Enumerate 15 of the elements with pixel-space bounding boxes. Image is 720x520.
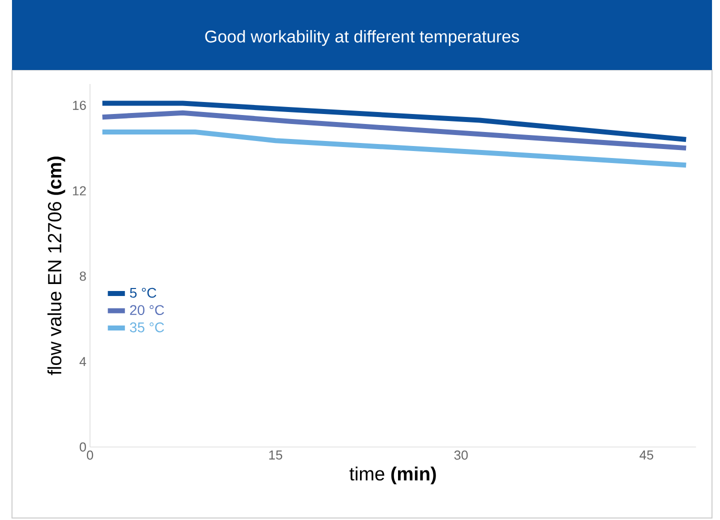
y-tick-label: 0 [80,442,86,452]
x-tick-label: 0 [86,450,94,460]
x-tick-label: 45 [640,450,654,460]
x-axis-title: time (min) [349,466,436,484]
y-tick-label: 4 [80,357,86,366]
y-tick-label: 8 [80,272,86,281]
x-tick-label: 15 [269,450,282,460]
legend-label: 20 °C [130,305,164,316]
y-tick-label: 16 [73,100,86,110]
y-axis-title: flow value EN 12706 (cm) [47,156,66,376]
x-tick-label: 30 [454,450,468,460]
y-tick-label: 12 [73,186,86,196]
chart-title: Good workability at different temperatures [205,30,519,46]
legend-label: 35 °C [130,322,164,332]
legend-label: 5 °C [130,288,156,298]
